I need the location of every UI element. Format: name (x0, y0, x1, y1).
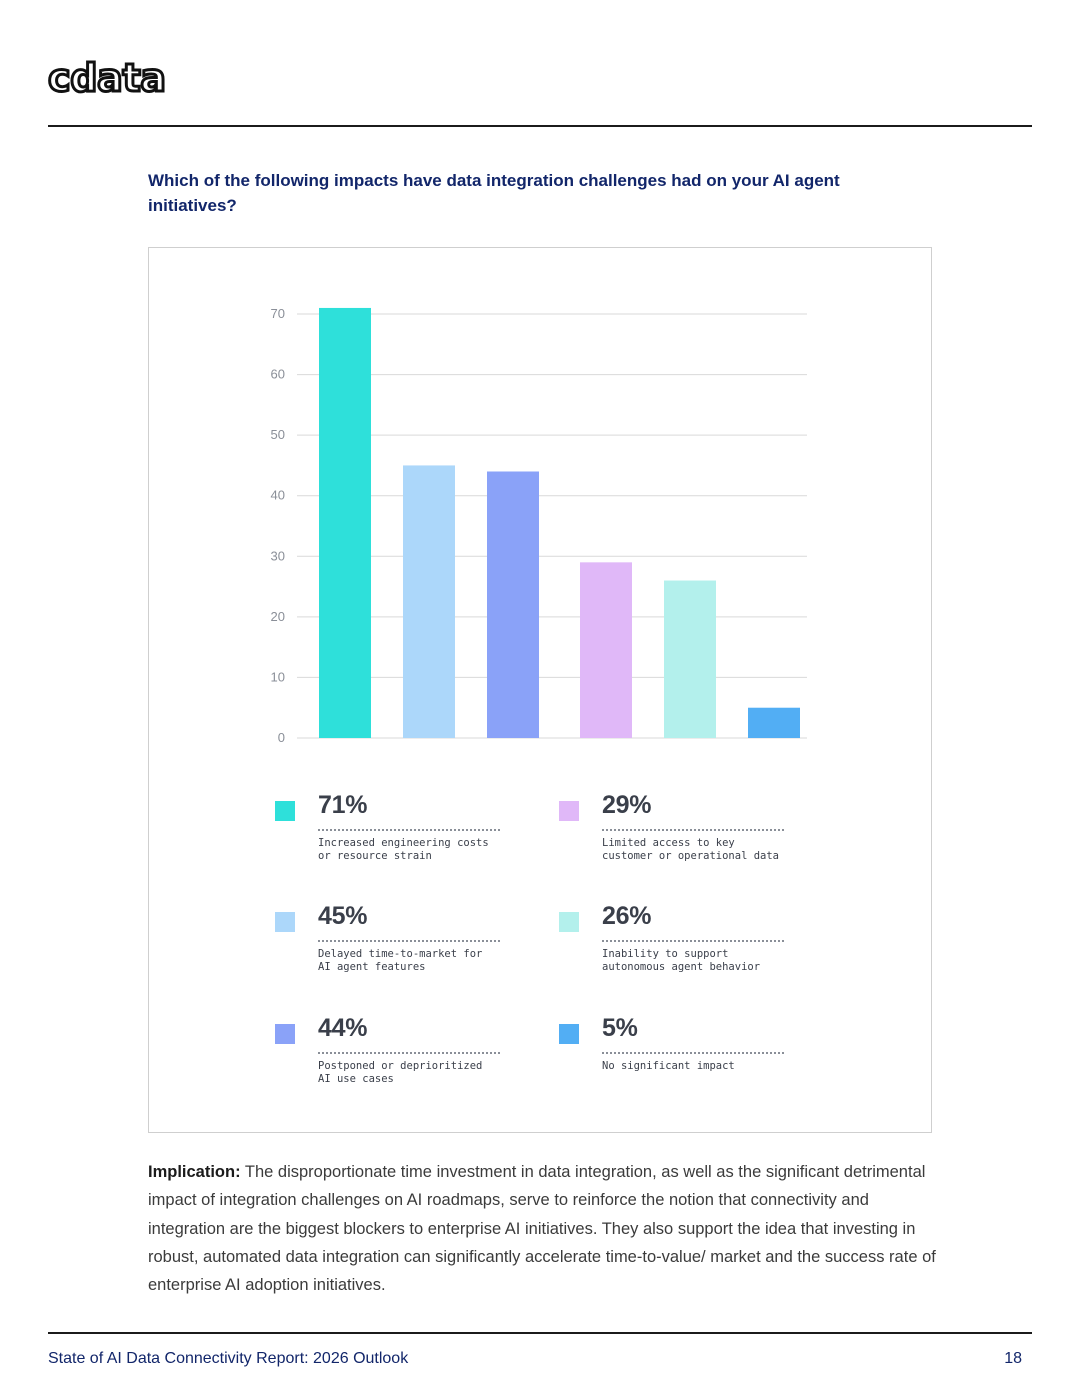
page-number: 18 (1004, 1350, 1022, 1367)
bar-chart: 0 10 20 30 40 50 60 70 (271, 306, 807, 745)
legend-percent: 45% (318, 902, 368, 930)
implication-paragraph: Implication: The disproportionate time i… (148, 1158, 938, 1299)
bar (748, 707, 800, 738)
y-tick-label: 40 (271, 488, 285, 503)
legend-percent: 44% (318, 1014, 368, 1042)
dotted-divider (318, 829, 500, 831)
cdata-logo: cdata (48, 58, 166, 98)
y-tick-label: 70 (271, 306, 285, 321)
implication-label: Implication: (148, 1163, 241, 1181)
legend-description: Limited access to key customer or operat… (602, 837, 780, 862)
svg-text:cdata: cdata (48, 58, 164, 98)
header-divider (48, 125, 1032, 127)
dotted-divider (318, 1052, 500, 1054)
legend-swatch (559, 912, 579, 932)
legend-percent: 29% (602, 791, 652, 819)
bar (403, 465, 455, 738)
y-tick-label: 0 (278, 730, 285, 745)
legend-percent: 26% (602, 902, 652, 930)
legend-swatch (275, 801, 295, 821)
legend-description: Inability to support autonomous agent be… (602, 948, 761, 973)
dotted-divider (602, 829, 784, 831)
y-tick-label: 10 (271, 669, 285, 684)
legend-swatch (559, 801, 579, 821)
legend-swatch (275, 1024, 295, 1044)
y-tick-label: 20 (271, 609, 285, 624)
legend-swatch (559, 1024, 579, 1044)
bar (319, 307, 371, 738)
bar (664, 580, 716, 738)
y-tick-label: 30 (271, 548, 285, 563)
legend-description: Postponed or deprioritized AI use cases (318, 1060, 483, 1085)
legend-description: Delayed time-to-market for AI agent feat… (318, 948, 483, 973)
legend-swatch (275, 912, 295, 932)
dotted-divider (602, 940, 784, 942)
footer-divider (48, 1332, 1032, 1334)
legend-percent: 71% (318, 791, 368, 819)
footer-report-title: State of AI Data Connectivity Report: 20… (48, 1350, 409, 1367)
legend-description: No significant impact (602, 1060, 735, 1072)
survey-question: Which of the following impacts have data… (148, 171, 840, 215)
dotted-divider (318, 940, 500, 942)
chart-frame: 0 10 20 30 40 50 60 70 71% Increased engineerin… (148, 247, 932, 1133)
bar (580, 562, 632, 738)
y-tick-label: 60 (271, 367, 285, 382)
dotted-divider (602, 1052, 784, 1054)
implication-text: The disproportionate time investment in … (148, 1163, 936, 1295)
legend-percent: 5% (602, 1014, 638, 1042)
legend-description: Increased engineering costs or resource … (318, 837, 489, 862)
bar (487, 471, 539, 738)
y-tick-label: 50 (271, 427, 285, 442)
